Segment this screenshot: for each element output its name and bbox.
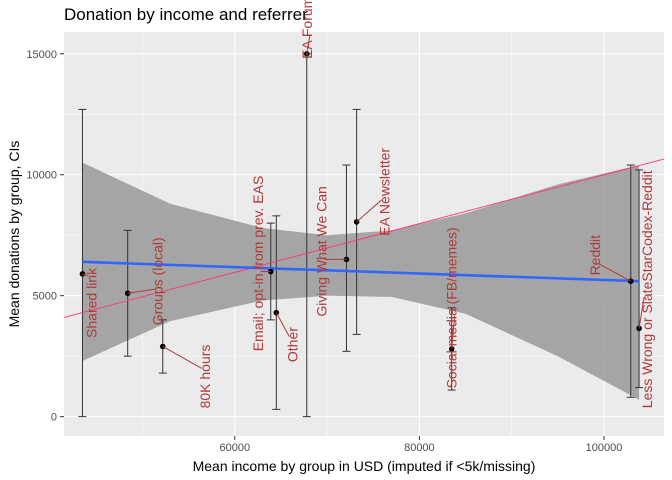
point-label: EA Forum <box>299 0 315 59</box>
reference-line-path <box>64 158 664 318</box>
label-leader <box>451 315 456 349</box>
point-label: Social media (FB/memes) <box>444 227 460 388</box>
point-label: Email; opt-in from prev. EAS <box>250 176 266 352</box>
y-tick-label: 5000 <box>33 291 57 303</box>
point-label: Giving What We Can <box>314 186 330 316</box>
x-tick-label: 100000 <box>586 442 623 454</box>
point-label: EA Newsletter <box>377 148 393 236</box>
point-label: Reddit <box>587 235 603 276</box>
label-leader <box>306 35 311 54</box>
label-leader <box>638 297 645 329</box>
confidence-band-area <box>82 162 640 400</box>
point-label: Groups (local) <box>150 237 166 325</box>
label-leader <box>275 312 290 337</box>
y-axis-title: Mean donations by group, CIs <box>6 141 22 328</box>
reference-line <box>64 158 664 318</box>
y-tick-label: 15000 <box>26 49 57 61</box>
y-tick-label: 0 <box>51 412 57 424</box>
point-labels: Shared link Groups (local) 80K hours Email;… <box>82 0 655 408</box>
point-label: Other <box>284 327 300 362</box>
data-point <box>448 346 455 352</box>
label-leader <box>162 346 203 369</box>
x-tick-label: 60000 <box>219 442 250 454</box>
y-axis-ticks: 0 5000 10000 15000 <box>26 49 64 424</box>
data-point <box>636 325 642 332</box>
label-leader <box>356 199 382 223</box>
x-tick-label: 80000 <box>404 442 435 454</box>
chart-title: Donation by income and referrer <box>64 5 308 24</box>
point-label: Less Wrong or SlateStarCodex-Reddit <box>639 170 655 408</box>
label-leader <box>82 273 89 277</box>
fit-line-path <box>82 260 640 283</box>
x-axis-title: Mean income by group in USD (imputed if … <box>193 458 536 474</box>
point-label: 80K hours <box>197 345 213 409</box>
y-tick-label: 10000 <box>26 170 57 182</box>
x-axis-ticks: 60000 80000 100000 <box>219 436 622 454</box>
confidence-band <box>82 162 640 400</box>
fit-line <box>82 260 640 283</box>
label-leader <box>597 262 632 282</box>
label-leader <box>127 288 155 294</box>
point-label: Shared link <box>84 267 100 338</box>
